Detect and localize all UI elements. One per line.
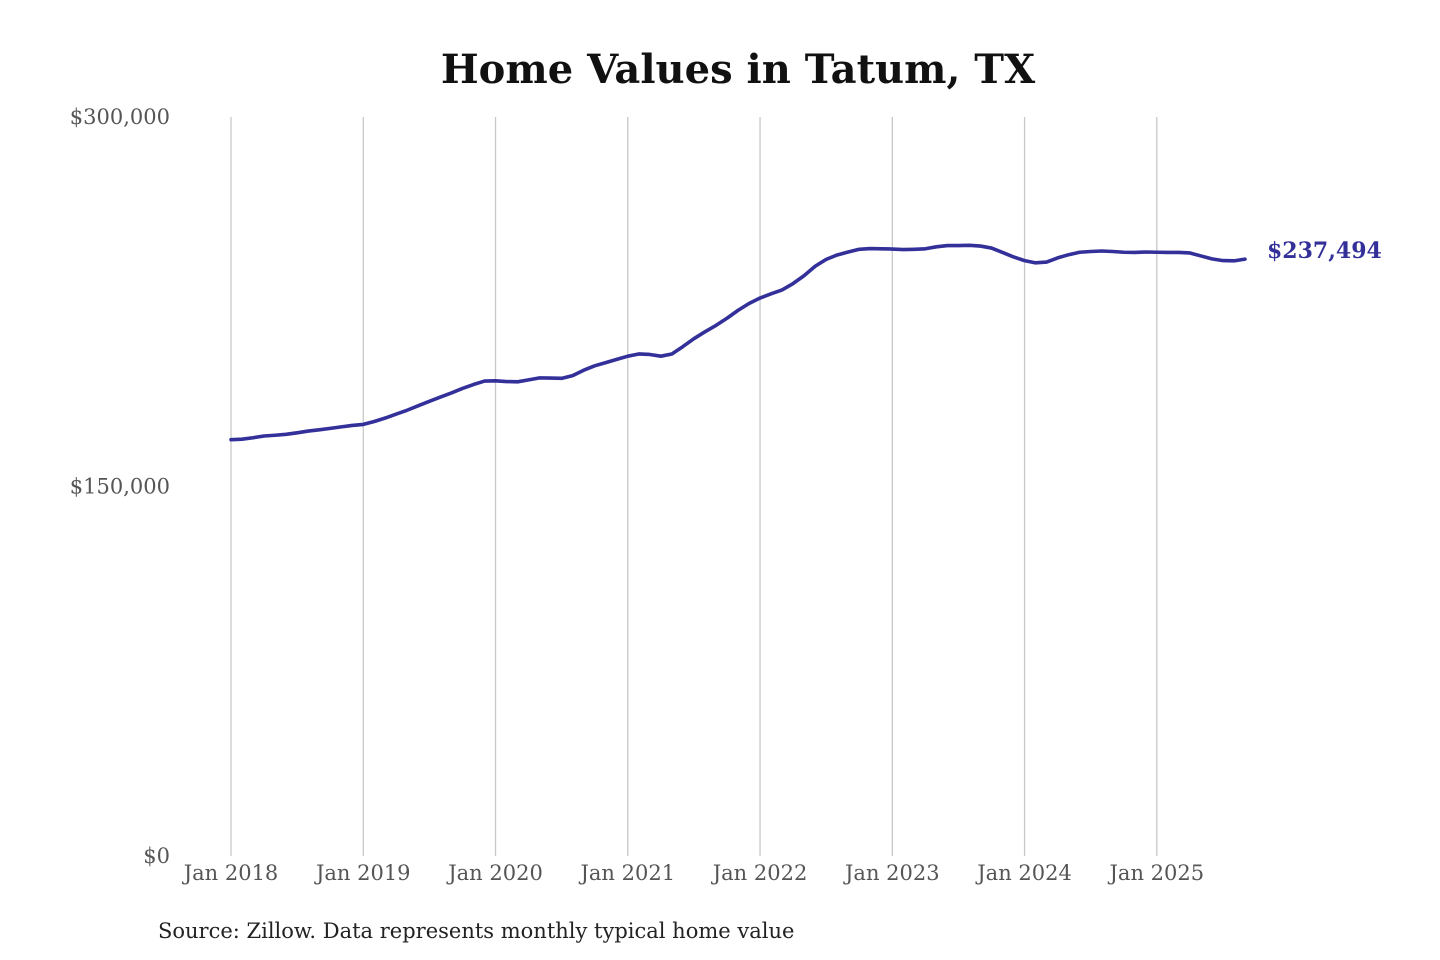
- x-tick-label: Jan 2025: [1108, 861, 1205, 885]
- x-tick-label: Jan 2020: [446, 861, 543, 885]
- x-tick-label: Jan 2018: [182, 861, 279, 885]
- series-line: [229, 243, 1247, 442]
- y-tick-label: $150,000: [70, 475, 170, 499]
- x-axis-ticks: Jan 2018 Jan 2019 Jan 2020 Jan 2021 Jan 2022…: [182, 861, 1204, 885]
- chart-title: Home Values in Tatum, TX: [441, 46, 1035, 93]
- end-value-label: $237,494: [1267, 238, 1382, 264]
- grid-layer: [230, 117, 1158, 856]
- y-tick-label: $300,000: [70, 105, 170, 129]
- x-tick-label: Jan 2024: [975, 861, 1072, 885]
- y-tick-label: $0: [143, 844, 170, 868]
- x-tick-label: Jan 2019: [314, 861, 411, 885]
- x-tick-label: Jan 2023: [843, 861, 940, 885]
- series-layer: $237,494: [229, 238, 1382, 442]
- x-tick-label: Jan 2022: [711, 861, 808, 885]
- x-tick-label: Jan 2021: [578, 861, 675, 885]
- source-note: Source: Zillow. Data represents monthly …: [158, 919, 794, 943]
- y-axis-ticks: $0 $150,000 $300,000: [70, 105, 170, 868]
